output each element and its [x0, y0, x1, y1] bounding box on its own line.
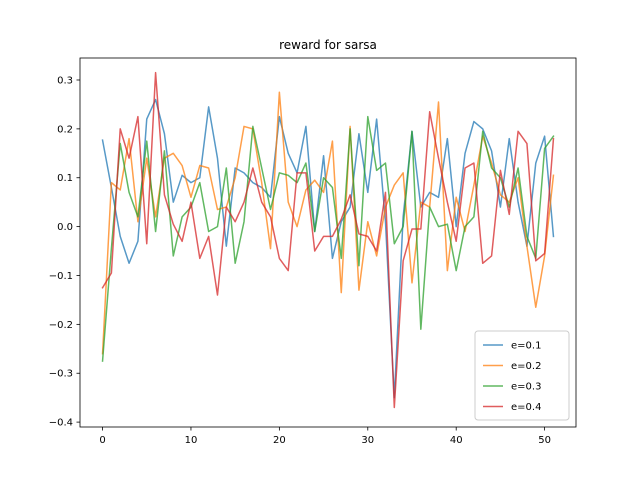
plot-frame — [79, 57, 577, 428]
y-tick-label: −0.1 — [49, 271, 73, 282]
legend-label-3: e=0.3 — [511, 382, 541, 393]
legend-label-1: e=0.1 — [511, 341, 541, 352]
legend-label-2: e=0.2 — [511, 361, 541, 372]
series-line-3 — [101, 115, 555, 362]
lines-layer — [101, 71, 555, 409]
series-line-4 — [101, 71, 555, 409]
legend-label-4: e=0.4 — [511, 402, 541, 413]
y-tick-label: −0.3 — [49, 369, 73, 380]
y-tick-label: 0.0 — [57, 222, 73, 233]
x-tick-label: 0 — [99, 435, 105, 446]
x-tick-label: 10 — [185, 435, 198, 446]
x-tick-label: 40 — [450, 435, 463, 446]
y-tick-label: 0.2 — [57, 124, 73, 135]
x-tick-label: 50 — [538, 435, 551, 446]
y-tick-label: −0.2 — [49, 320, 73, 331]
axes-layer: 0 10 20 30 40 50 −0.4 −0.3 −0.2 −0.1 0.0 0.1 0.2 0.3 — [49, 57, 577, 446]
y-tick-label: −0.4 — [49, 418, 73, 429]
x-tick-label: 30 — [361, 435, 374, 446]
y-tick-label: 0.3 — [57, 75, 73, 86]
legend-box — [474, 330, 570, 421]
y-tick-label: 0.1 — [57, 173, 73, 184]
x-tick-label: 20 — [273, 435, 286, 446]
series-line-2 — [101, 91, 555, 355]
legend: e=0.1 e=0.2 e=0.3 e=0.4 — [474, 330, 570, 421]
series-line-1 — [101, 98, 555, 399]
chart-title: reward for sarsa — [279, 38, 377, 52]
